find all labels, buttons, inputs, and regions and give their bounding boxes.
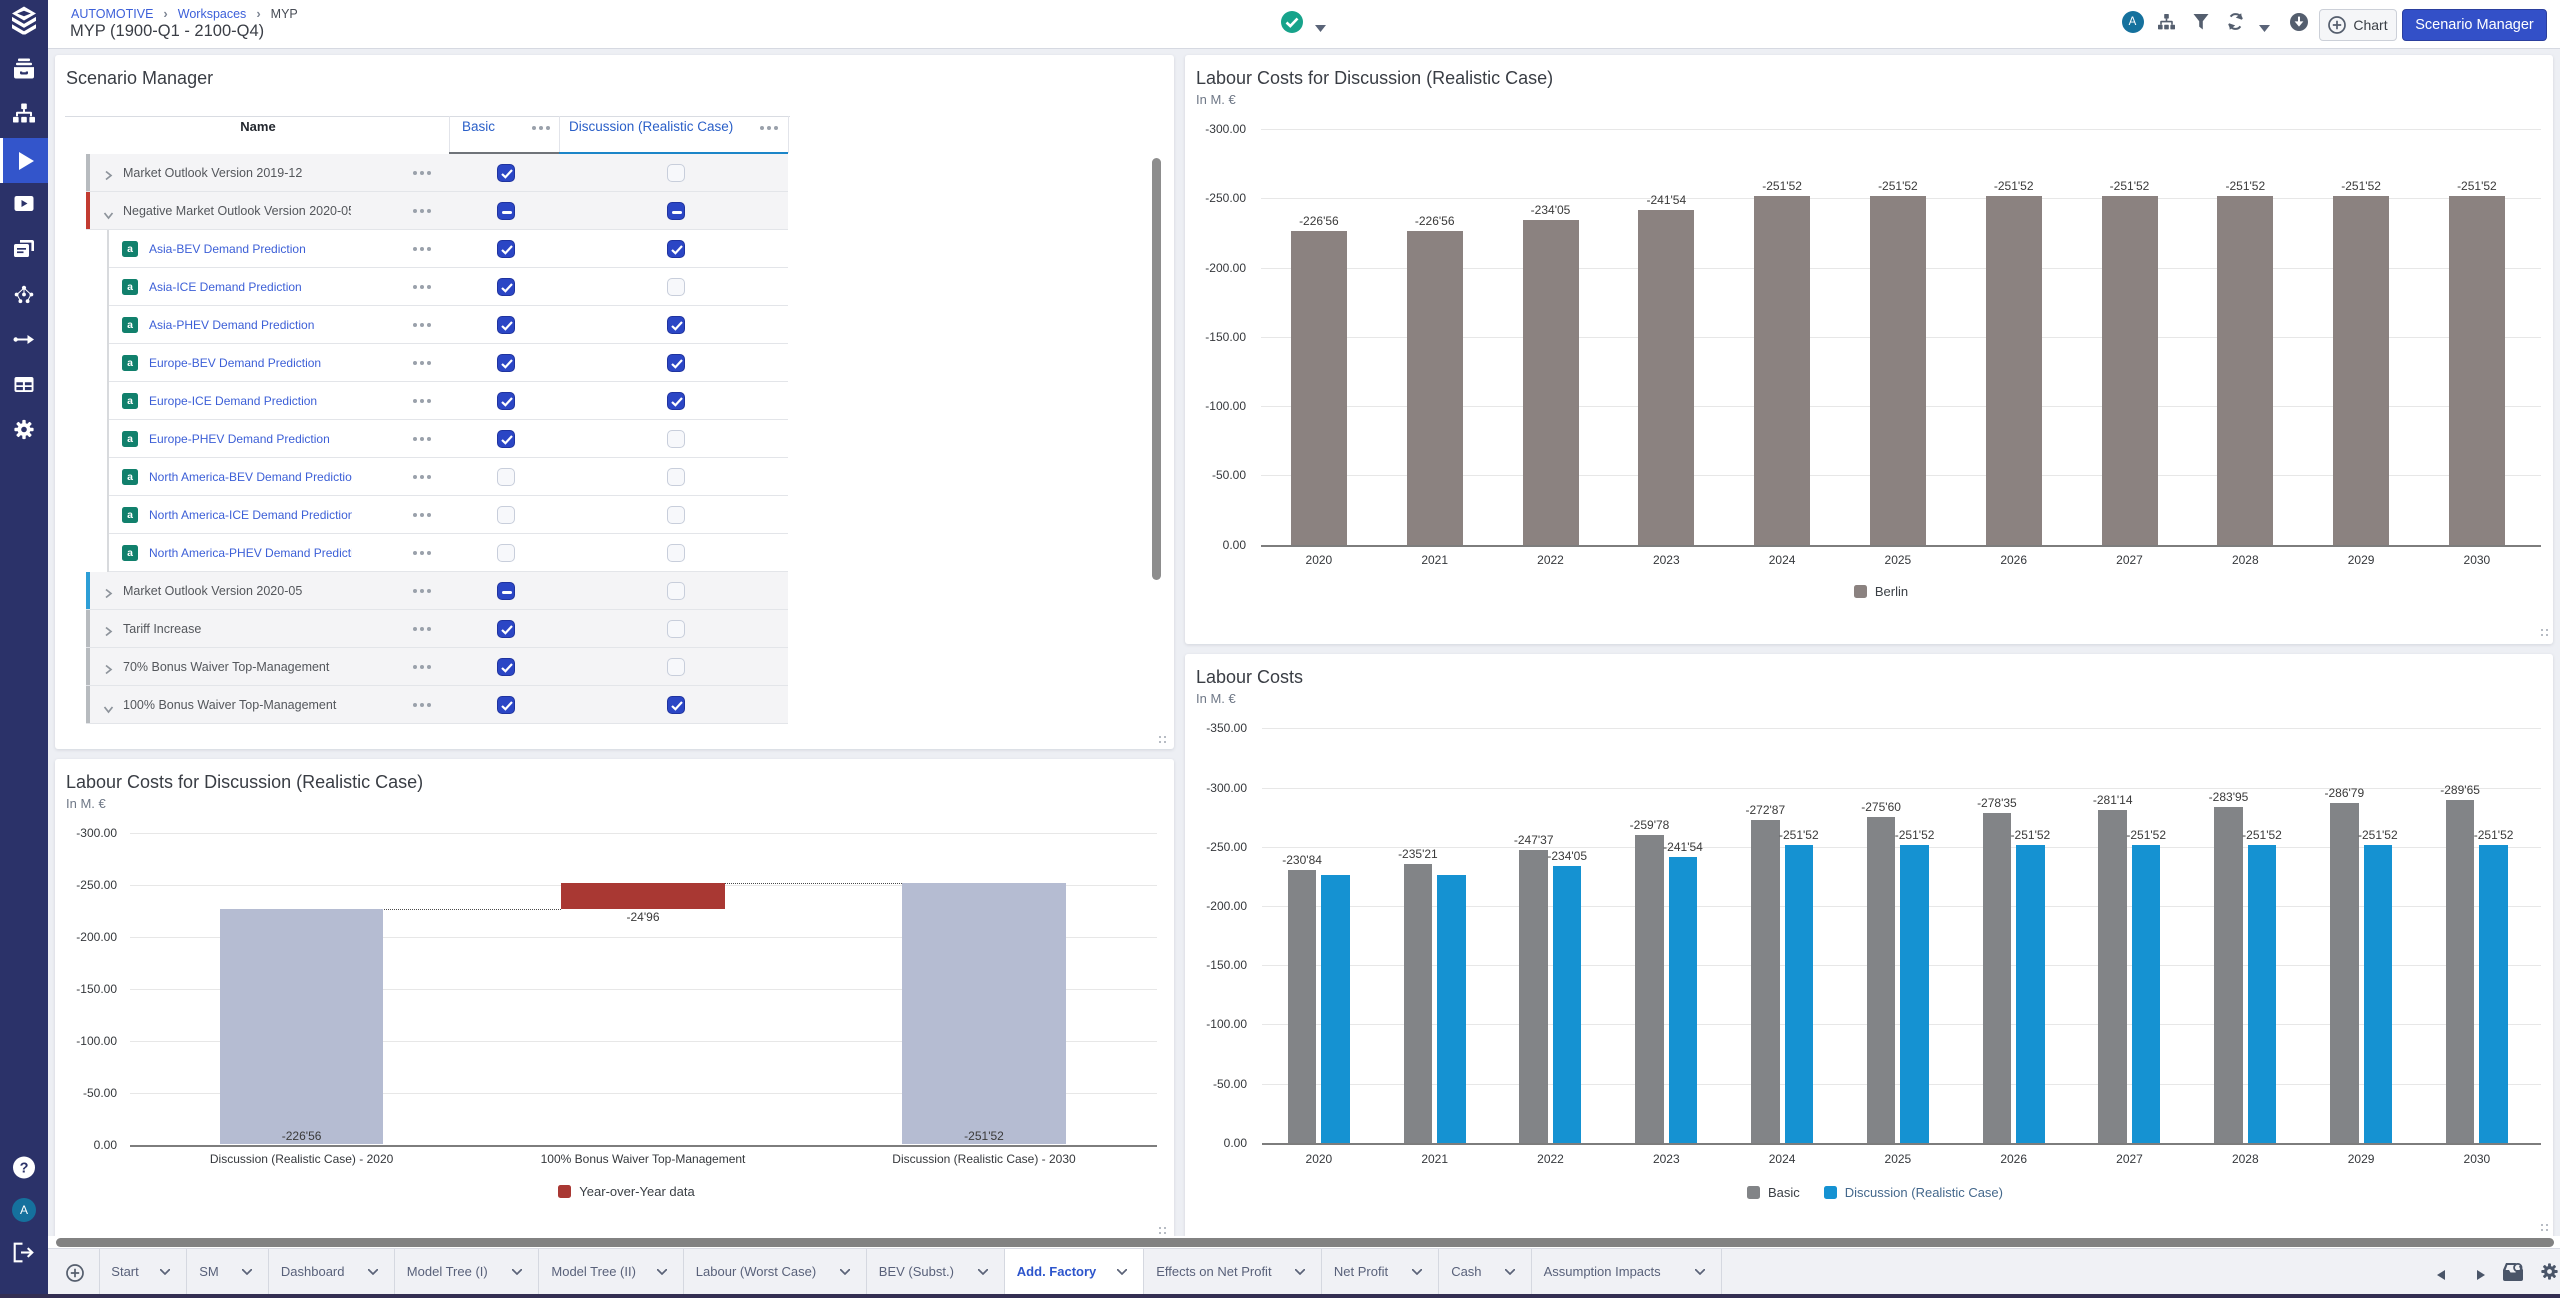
svg-text:?: ? (20, 1161, 29, 1177)
